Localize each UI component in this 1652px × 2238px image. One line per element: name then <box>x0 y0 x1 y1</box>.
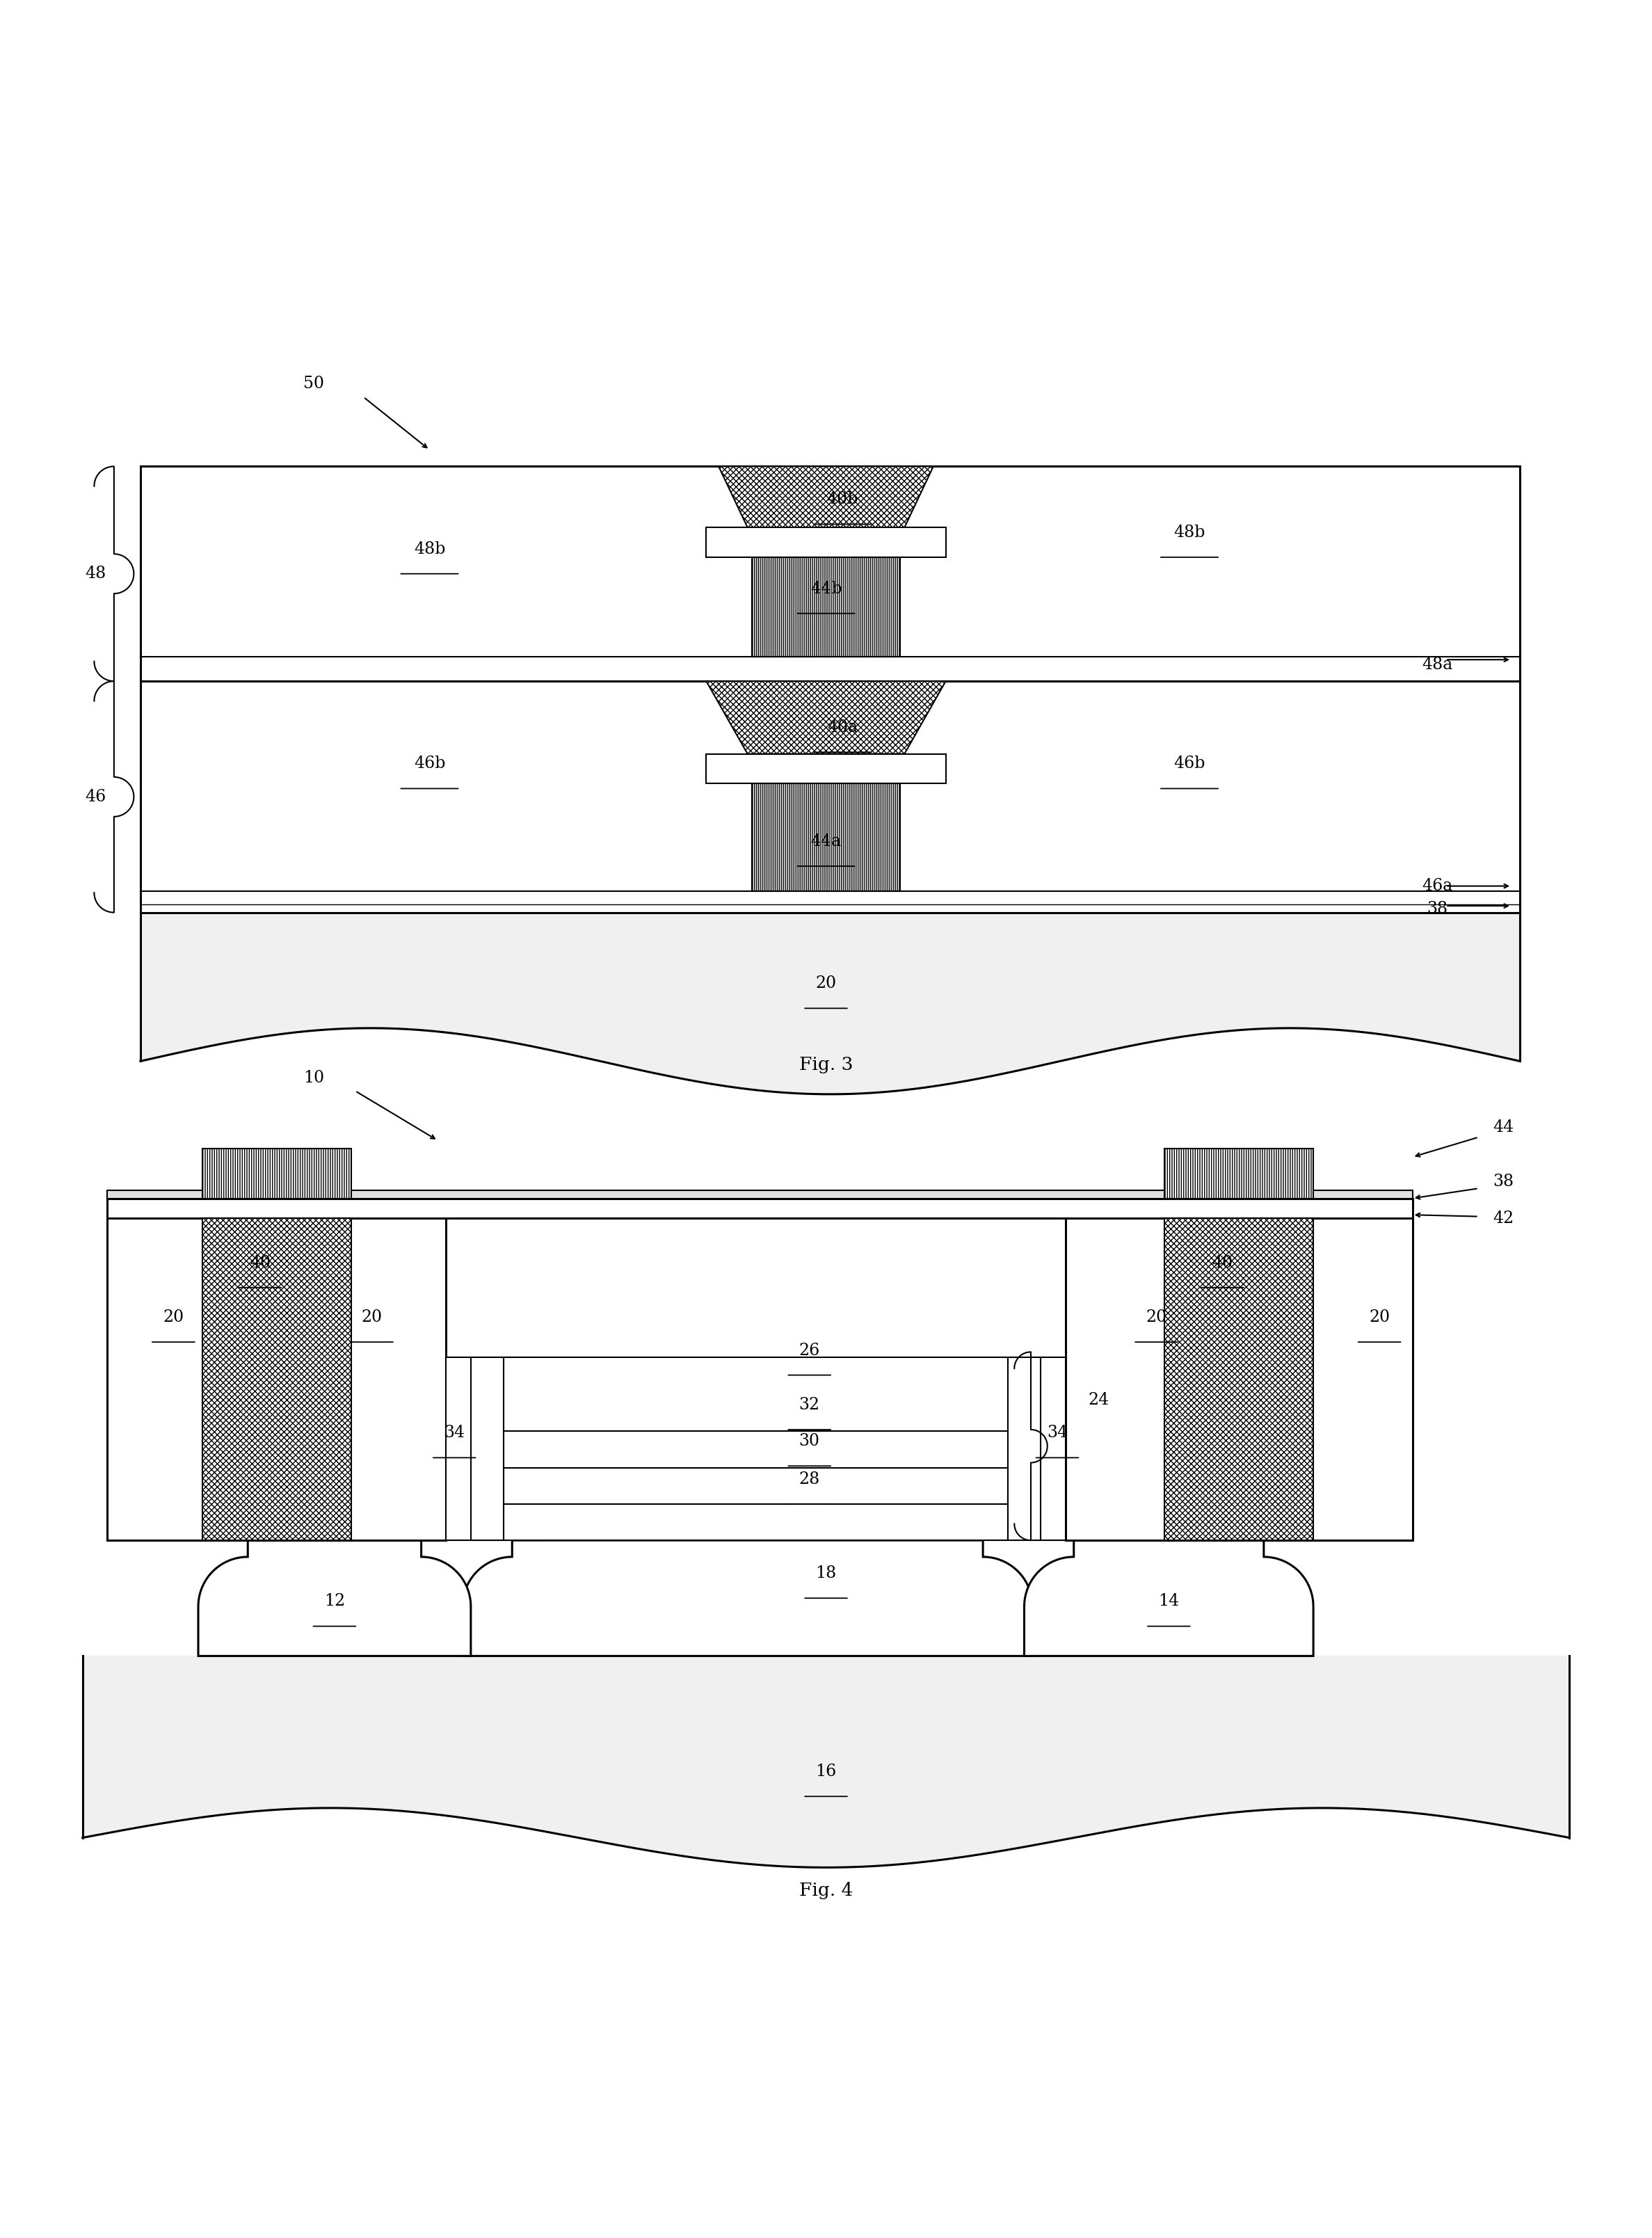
Text: 48a: 48a <box>1422 656 1452 674</box>
Text: 18: 18 <box>816 1564 836 1582</box>
FancyBboxPatch shape <box>504 1504 1008 1540</box>
FancyBboxPatch shape <box>203 1148 352 1197</box>
FancyBboxPatch shape <box>1008 1356 1041 1540</box>
Text: 44a: 44a <box>811 833 841 850</box>
Polygon shape <box>140 913 1520 1094</box>
Text: 16: 16 <box>816 1764 836 1779</box>
FancyBboxPatch shape <box>752 783 900 891</box>
FancyBboxPatch shape <box>504 1432 1008 1468</box>
Text: 44b: 44b <box>809 580 843 598</box>
Polygon shape <box>1024 1482 1313 1656</box>
FancyBboxPatch shape <box>1066 1217 1412 1540</box>
Text: 40a: 40a <box>828 718 857 736</box>
Text: 30: 30 <box>800 1432 819 1450</box>
Text: 46: 46 <box>86 788 106 806</box>
FancyBboxPatch shape <box>140 680 1520 913</box>
Text: 46b: 46b <box>1173 756 1206 772</box>
Polygon shape <box>83 1656 1569 1866</box>
FancyBboxPatch shape <box>107 1191 1412 1197</box>
Text: 20: 20 <box>164 1309 183 1325</box>
Text: 28: 28 <box>800 1470 819 1488</box>
Text: 26: 26 <box>800 1343 819 1358</box>
Text: 46a: 46a <box>1422 877 1452 893</box>
Polygon shape <box>463 1540 1032 1656</box>
Text: 40: 40 <box>249 1256 271 1271</box>
Text: 48b: 48b <box>1173 524 1206 539</box>
FancyBboxPatch shape <box>707 528 945 557</box>
Text: 42: 42 <box>1493 1211 1513 1226</box>
Text: 48: 48 <box>86 566 106 582</box>
FancyBboxPatch shape <box>140 466 1520 680</box>
FancyBboxPatch shape <box>446 1356 537 1540</box>
FancyBboxPatch shape <box>707 754 945 783</box>
Text: 34: 34 <box>444 1426 464 1441</box>
Text: 20: 20 <box>816 976 836 991</box>
Text: 20: 20 <box>362 1309 382 1325</box>
Text: 38: 38 <box>1493 1173 1513 1191</box>
Text: 50: 50 <box>304 376 324 392</box>
Text: 12: 12 <box>324 1593 345 1609</box>
Text: 32: 32 <box>800 1397 819 1412</box>
Text: 24: 24 <box>1089 1392 1108 1408</box>
FancyBboxPatch shape <box>203 1217 352 1540</box>
Polygon shape <box>198 1482 471 1656</box>
FancyBboxPatch shape <box>504 1468 1008 1504</box>
FancyBboxPatch shape <box>107 1217 446 1540</box>
Text: Fig. 3: Fig. 3 <box>800 1056 852 1074</box>
Text: 46b: 46b <box>413 756 446 772</box>
Text: 40: 40 <box>1213 1256 1232 1271</box>
FancyBboxPatch shape <box>1165 1217 1313 1540</box>
FancyBboxPatch shape <box>752 557 900 656</box>
Text: 20: 20 <box>1370 1309 1389 1325</box>
FancyBboxPatch shape <box>107 1197 1412 1217</box>
Text: 48b: 48b <box>413 542 446 557</box>
Text: 38: 38 <box>1427 902 1447 918</box>
Text: Fig. 4: Fig. 4 <box>800 1882 852 1900</box>
FancyBboxPatch shape <box>1165 1148 1313 1197</box>
Text: 44: 44 <box>1493 1119 1513 1135</box>
Polygon shape <box>707 680 945 754</box>
FancyBboxPatch shape <box>471 1356 504 1540</box>
Text: 20: 20 <box>1146 1309 1166 1325</box>
Polygon shape <box>719 466 933 528</box>
Text: 14: 14 <box>1158 1593 1180 1609</box>
Text: 34: 34 <box>1047 1426 1067 1441</box>
Text: 10: 10 <box>304 1070 324 1085</box>
FancyBboxPatch shape <box>504 1356 1008 1432</box>
Text: 40b: 40b <box>826 492 859 508</box>
FancyBboxPatch shape <box>1041 1356 1066 1540</box>
